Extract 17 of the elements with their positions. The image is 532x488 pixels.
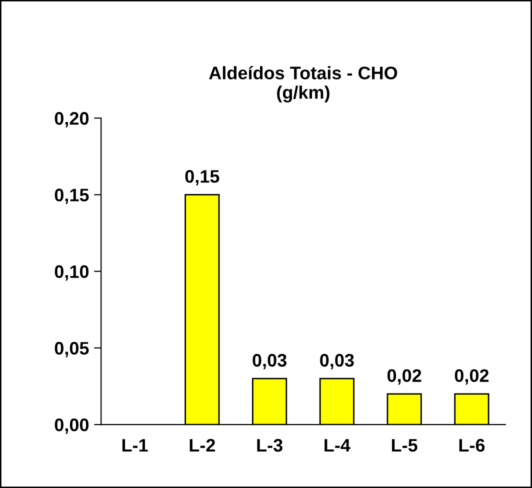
x-tick-label: L-4 <box>324 439 350 452</box>
data-label: 0,15 <box>185 170 220 186</box>
y-tick-label: 0,15 <box>54 188 89 204</box>
y-tick-label: 0,00 <box>54 418 89 434</box>
data-label: 0,03 <box>252 354 286 370</box>
y-tick-label: 0,20 <box>54 112 89 128</box>
data-label: 0,02 <box>454 369 489 385</box>
data-label: 0,03 <box>320 354 354 370</box>
data-label: 0,02 <box>387 369 422 385</box>
x-tick-label: L-1 <box>122 439 148 452</box>
x-tick-label: L-5 <box>392 439 418 452</box>
x-tick-label: L-3 <box>257 438 282 452</box>
y-tick-label: 0,10 <box>54 265 89 281</box>
x-tick-label: L-2 <box>190 438 215 452</box>
y-tick-label: 0,05 <box>54 342 89 358</box>
x-tick-label: L-6 <box>459 438 485 452</box>
chart-title: Aldeídos Totais - CHO (g/km) <box>209 66 398 102</box>
